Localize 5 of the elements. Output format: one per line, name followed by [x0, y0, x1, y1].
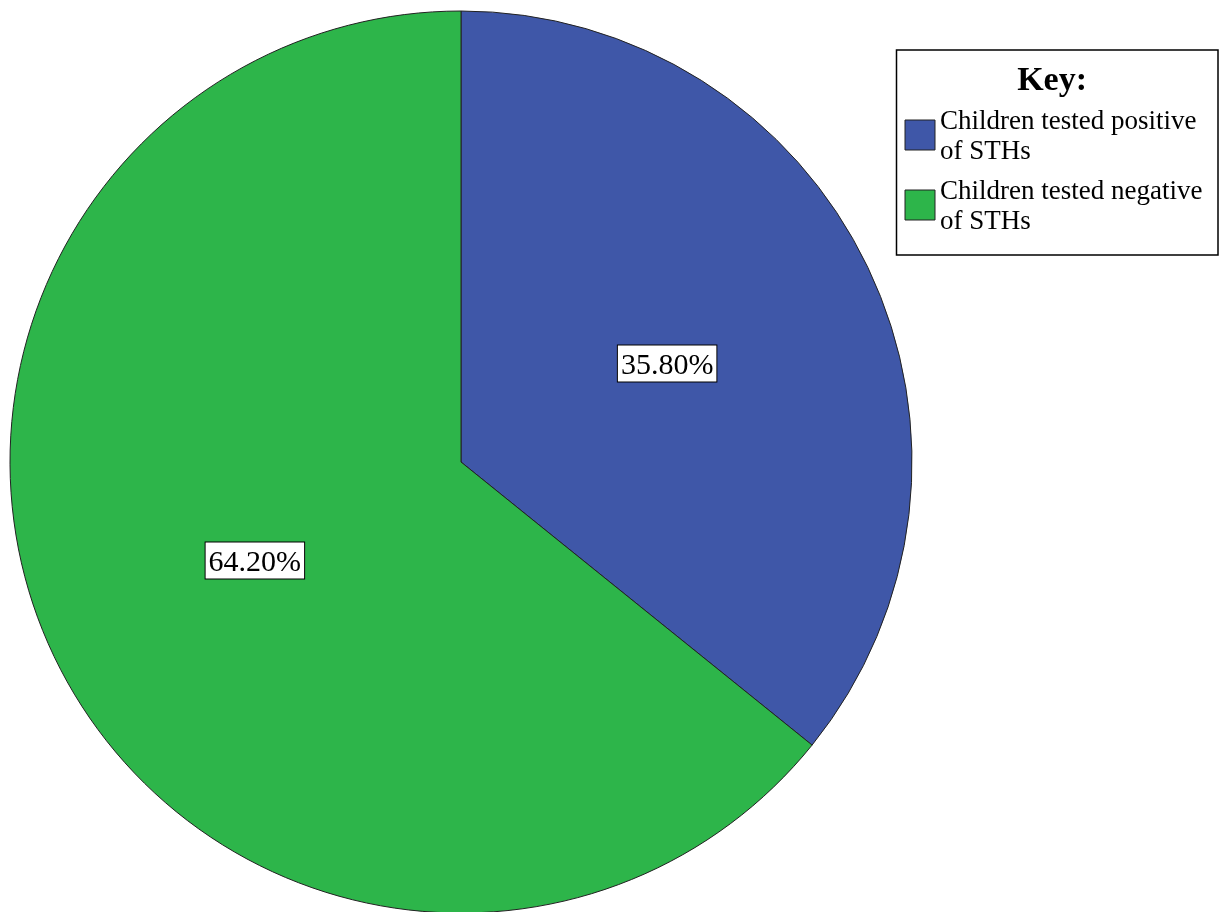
- data-label: 64.20%: [208, 544, 302, 578]
- legend-title: Key:: [1017, 59, 1087, 97]
- legend-label: Children tested negative of STHs: [940, 175, 1210, 235]
- data-label: 35.80%: [620, 346, 714, 380]
- legend-label: Children tested positive of STHs: [940, 105, 1204, 165]
